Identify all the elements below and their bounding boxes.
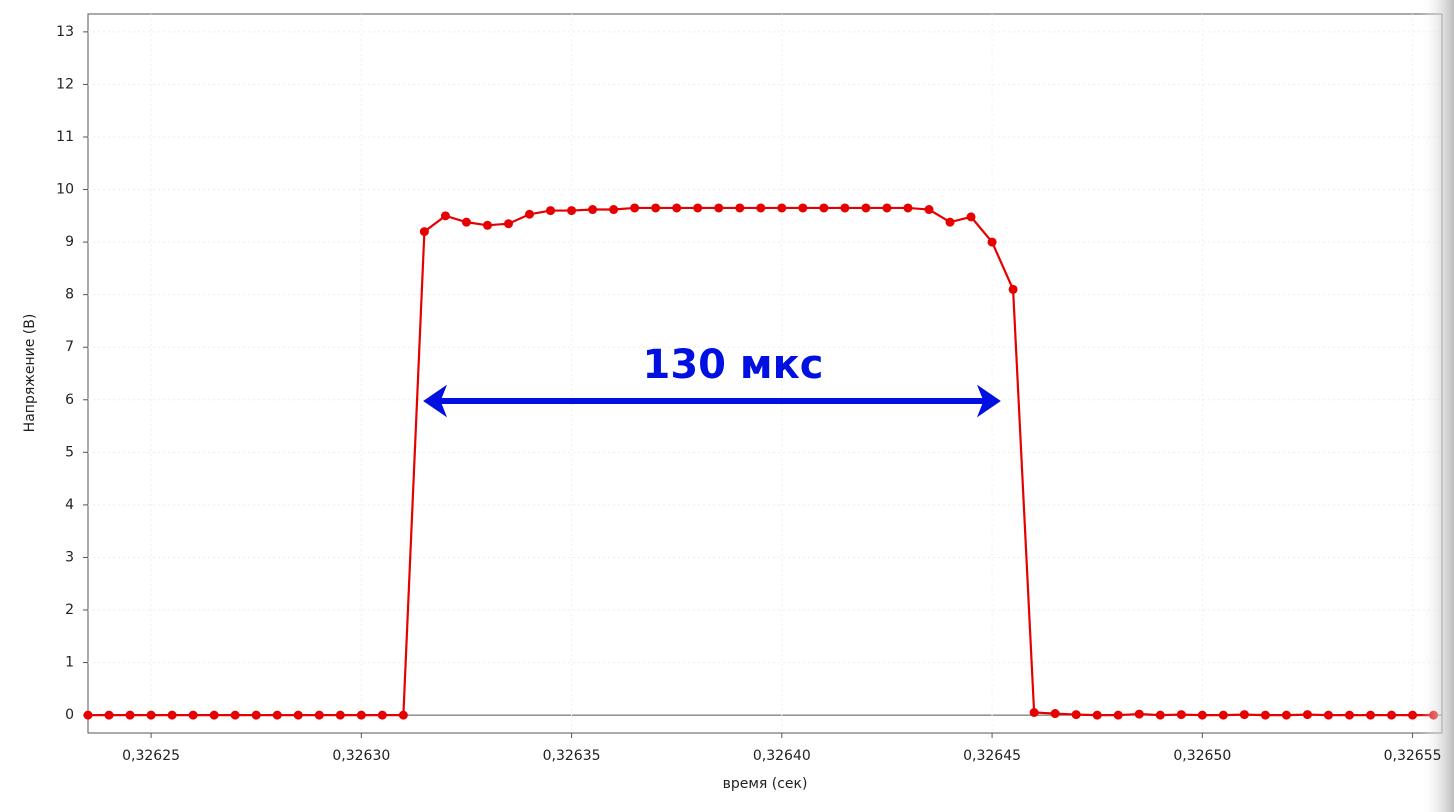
data-point (1071, 710, 1081, 720)
data-point (777, 203, 787, 213)
data-point (398, 710, 408, 720)
x-axis-label: время (сек) (723, 776, 808, 792)
y-tick-label: 0 (65, 707, 74, 723)
data-point (1092, 710, 1102, 720)
plot-area (87, 13, 1443, 734)
y-tick-label: 5 (65, 444, 74, 460)
x-tick-label: 0,32635 (543, 748, 601, 764)
x-tick-label: 0,32640 (753, 748, 811, 764)
data-point (1408, 710, 1418, 720)
y-tick-label: 2 (65, 602, 74, 618)
y-tick-label: 12 (56, 76, 74, 92)
data-point (798, 203, 808, 213)
y-tick-label: 1 (65, 655, 74, 671)
data-point (167, 710, 177, 720)
y-tick-label: 6 (65, 392, 74, 408)
data-point (1387, 710, 1397, 720)
data-point (1239, 710, 1249, 720)
data-point (188, 710, 198, 720)
data-point (1366, 710, 1376, 720)
data-point (125, 710, 135, 720)
x-tick-label: 0,32655 (1384, 748, 1442, 764)
data-point (440, 211, 450, 221)
data-point (882, 203, 892, 213)
edge-shade (1420, 0, 1454, 812)
data-point (1029, 708, 1039, 718)
data-point (1134, 709, 1144, 719)
data-point (1281, 710, 1291, 720)
data-point (272, 710, 282, 720)
x-tick-label: 0,32650 (1173, 748, 1231, 764)
data-point (609, 205, 619, 215)
arrow (423, 384, 1001, 418)
data-point (1344, 710, 1354, 720)
y-tick-label: 8 (65, 287, 74, 303)
data-point (503, 219, 513, 229)
y-tick-label: 4 (65, 497, 74, 513)
data-point (756, 203, 766, 213)
data-point (525, 209, 535, 219)
data-point (1176, 710, 1186, 720)
data-point (482, 220, 492, 230)
data-point (1113, 710, 1123, 720)
data-point (651, 203, 661, 213)
data-point (83, 710, 93, 720)
x-tick-label: 0,32645 (963, 748, 1021, 764)
data-point (630, 203, 640, 213)
data-point (840, 203, 850, 213)
data-point (861, 203, 871, 213)
data-point (1260, 710, 1270, 720)
data-point (1050, 709, 1060, 719)
data-point (987, 237, 997, 247)
y-tick-label: 10 (56, 182, 74, 198)
data-point (1218, 710, 1228, 720)
data-point (672, 203, 682, 213)
data-point (924, 205, 934, 215)
data-point (966, 212, 976, 222)
data-point (546, 206, 556, 216)
data-point (567, 206, 577, 216)
data-point (419, 227, 429, 237)
data-point (356, 710, 366, 720)
data-point (1008, 284, 1018, 294)
data-point (903, 203, 913, 213)
x-tick-label: 0,32625 (122, 748, 180, 764)
data-point (588, 205, 598, 215)
y-axis-label: Напряжение (В) (22, 314, 38, 433)
y-tick-label: 11 (56, 129, 74, 145)
data-point (693, 203, 703, 213)
y-tick-label: 13 (56, 24, 74, 40)
data-point (146, 710, 156, 720)
data-point (945, 217, 955, 227)
data-point (735, 203, 745, 213)
data-point (251, 710, 261, 720)
y-tick-label: 3 (65, 549, 74, 565)
data-point (1302, 710, 1312, 720)
data-point (293, 710, 303, 720)
data-point (104, 710, 114, 720)
data-point (1323, 710, 1333, 720)
data-point (209, 710, 219, 720)
data-point (1155, 710, 1165, 720)
data-point (1197, 710, 1207, 720)
data-point (314, 710, 324, 720)
data-point (335, 710, 345, 720)
data-point (819, 203, 829, 213)
annotation: 130 мкс (643, 342, 824, 388)
data-point (230, 710, 240, 720)
data-point (714, 203, 724, 213)
x-tick-label: 0,32630 (332, 748, 390, 764)
y-tick-label: 9 (65, 234, 74, 250)
y-tick-label: 7 (65, 339, 74, 355)
data-point (377, 710, 387, 720)
data-point (461, 217, 471, 227)
